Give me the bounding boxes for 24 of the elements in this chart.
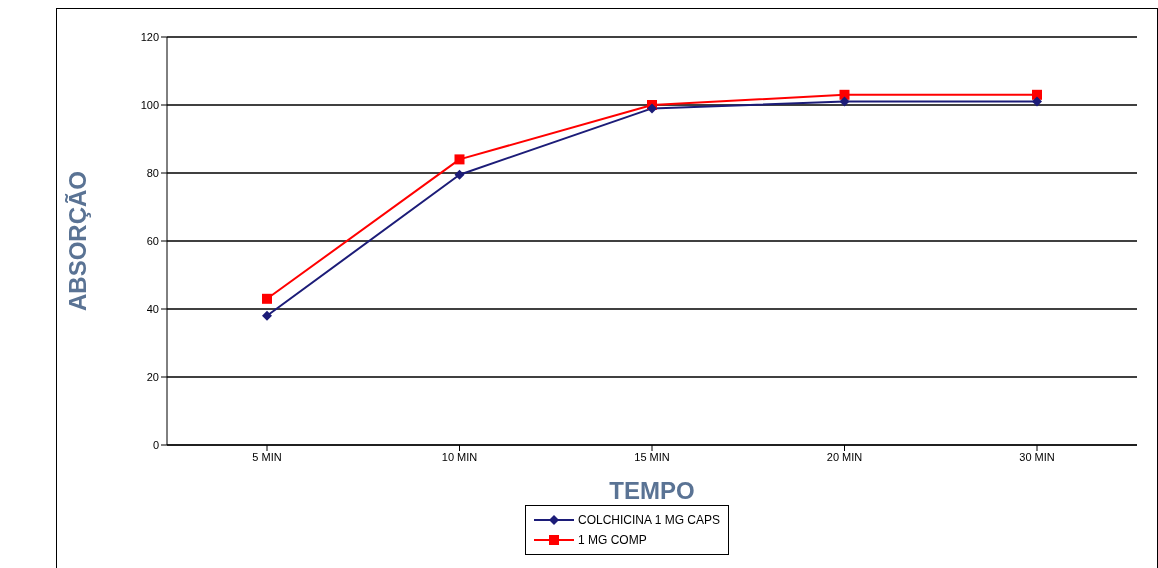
x-tick-label: 5 MIN [252,450,282,463]
point [262,310,272,321]
legend-label: 1 MG COMP [577,532,648,549]
x-tick-label: 30 MIN [1019,450,1055,463]
point [454,169,465,180]
x-tick-label: 15 MIN [634,450,670,463]
y-tick-label: 40 [146,302,159,315]
x-tick-label: 20 MIN [826,450,863,463]
legend-label: COLCHICINA 1 MG CAPS [577,512,721,529]
y-tick-label: 80 [146,166,159,179]
y-tick-label: 60 [146,234,159,247]
y-tick-label: 20 [146,370,159,383]
point [647,103,657,114]
x-tick-label: 10 MIN [441,450,478,463]
point [839,96,850,107]
point [1032,96,1042,107]
point [262,293,272,304]
y-tick-label: 100 [140,98,159,111]
point [839,89,850,100]
y-axis-title: ABSORÇÃO [63,170,91,312]
y-tick-label: 120 [140,30,159,43]
point [454,154,465,165]
x-axis-title: TEMPO [609,477,695,504]
y-tick-label: 0 [152,438,159,451]
